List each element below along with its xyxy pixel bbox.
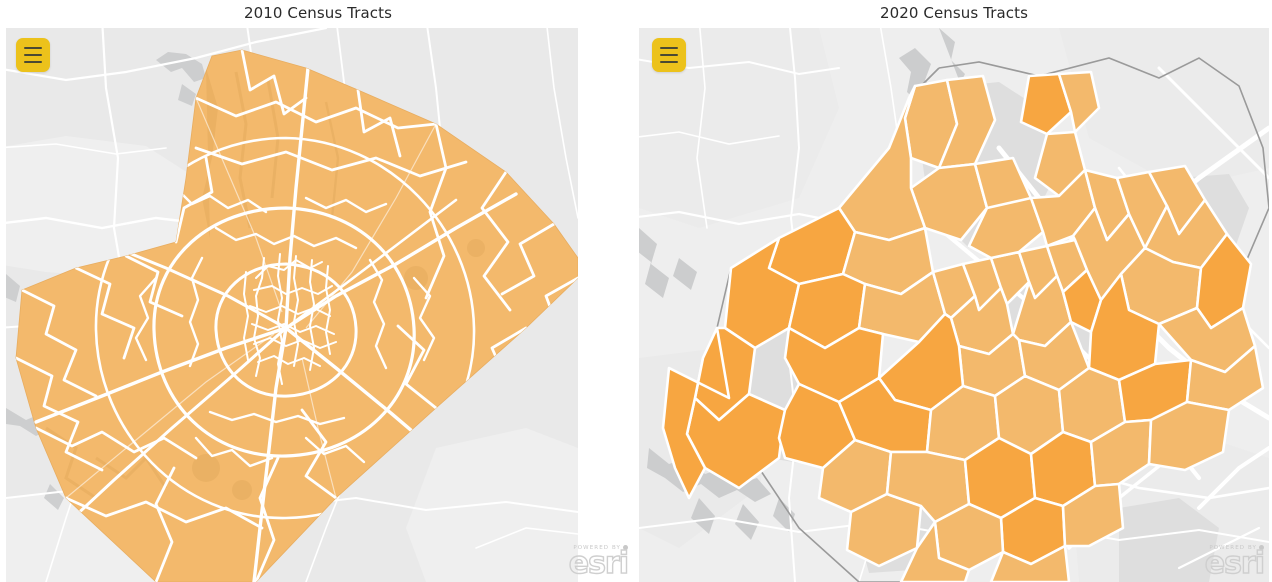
census-tract-layer-2020	[661, 70, 1265, 582]
hamburger-menu-icon-bar	[660, 61, 678, 63]
hamburger-menu-icon-bar	[660, 54, 678, 56]
overlay-roads	[65, 97, 437, 499]
hamburger-menu-icon-bar	[24, 54, 42, 56]
map-panel-2010: 2010 Census Tracts	[6, 4, 630, 582]
map-panel-2020: 2020 Census Tracts	[636, 0, 1272, 582]
hamburger-menu-icon-bar	[660, 47, 678, 49]
page-title-2020: 2020 Census Tracts	[879, 4, 1029, 22]
page-title-2010: 2010 Census Tracts	[243, 4, 393, 22]
map-graphic-2010[interactable]	[6, 28, 578, 582]
map-menu-button-2010[interactable]	[16, 38, 50, 72]
hamburger-menu-icon-bar	[24, 47, 42, 49]
hamburger-menu-icon-bar	[24, 61, 42, 63]
map-graphic-2020[interactable]	[639, 28, 1269, 582]
esri-globe-dot-icon	[623, 545, 628, 550]
map-menu-button-2020[interactable]	[652, 38, 686, 72]
map-canvas-2010[interactable]	[6, 28, 578, 582]
map-canvas-2020[interactable]	[639, 28, 1269, 582]
